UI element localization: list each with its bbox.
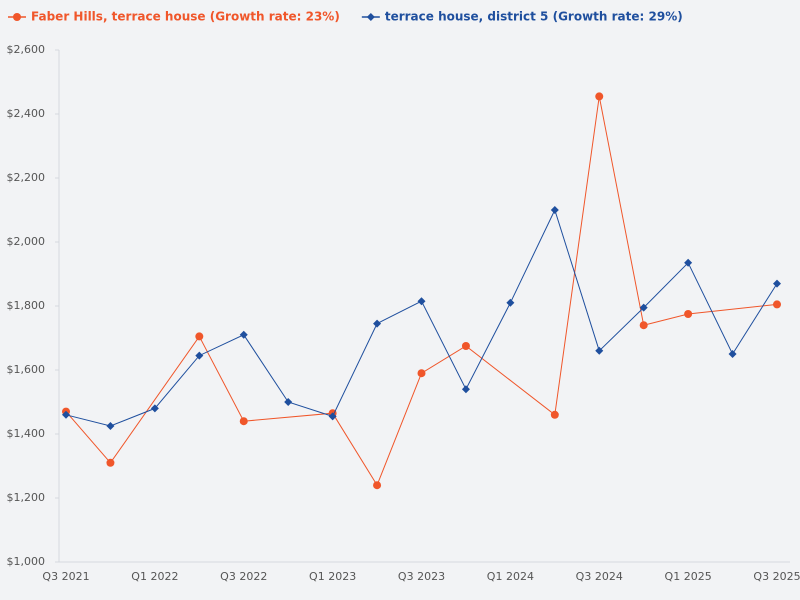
point xyxy=(150,404,159,413)
x-tick-label: Q3 2023 xyxy=(398,570,445,583)
point xyxy=(684,258,693,267)
y-tick-label: $1,800 xyxy=(7,299,46,312)
y-tick-label: $2,600 xyxy=(7,43,46,56)
point xyxy=(461,342,470,350)
y-tick-label: $2,400 xyxy=(7,107,46,120)
x-tick-label: Q3 2025 xyxy=(753,570,800,583)
x-tick-label: Q3 2024 xyxy=(576,570,623,583)
point xyxy=(773,300,781,309)
point xyxy=(550,410,559,419)
point xyxy=(106,458,115,467)
point xyxy=(461,385,470,394)
y-tick-label: $1,000 xyxy=(7,555,46,568)
x-tick-label: Q3 2022 xyxy=(220,570,267,583)
point xyxy=(639,303,648,312)
y-tick-label: $2,000 xyxy=(7,235,46,248)
x-tick-label: Q1 2024 xyxy=(487,570,534,583)
point xyxy=(417,297,426,306)
point xyxy=(106,422,115,430)
legend-label: terrace house, district 5 (Growth rate: … xyxy=(385,10,683,24)
point xyxy=(595,92,604,101)
x-tick-label: Q1 2022 xyxy=(131,570,178,583)
legend-label: Faber Hills, terrace house (Growth rate:… xyxy=(31,10,340,24)
point xyxy=(684,310,693,318)
point xyxy=(62,410,70,419)
point xyxy=(728,350,737,358)
point xyxy=(239,330,248,339)
x-tick-label: Q1 2025 xyxy=(665,570,712,583)
y-tick-label: $1,600 xyxy=(7,363,46,376)
point xyxy=(195,351,204,360)
point xyxy=(595,346,604,355)
point xyxy=(550,206,559,214)
x-tick-label: Q3 2021 xyxy=(42,570,89,583)
point xyxy=(773,279,781,288)
point xyxy=(195,332,204,341)
point xyxy=(639,321,648,330)
point xyxy=(417,369,426,378)
point xyxy=(366,13,375,21)
series-line xyxy=(65,96,778,487)
y-tick-label: $1,400 xyxy=(7,427,46,440)
point xyxy=(239,417,248,426)
point xyxy=(13,13,21,21)
point xyxy=(373,481,382,490)
point xyxy=(373,319,382,328)
point xyxy=(284,398,293,406)
y-tick-label: $2,200 xyxy=(7,171,46,184)
y-tick-label: $1,200 xyxy=(7,491,46,504)
point xyxy=(328,412,337,421)
point xyxy=(506,298,515,307)
x-tick-label: Q1 2023 xyxy=(309,570,356,583)
